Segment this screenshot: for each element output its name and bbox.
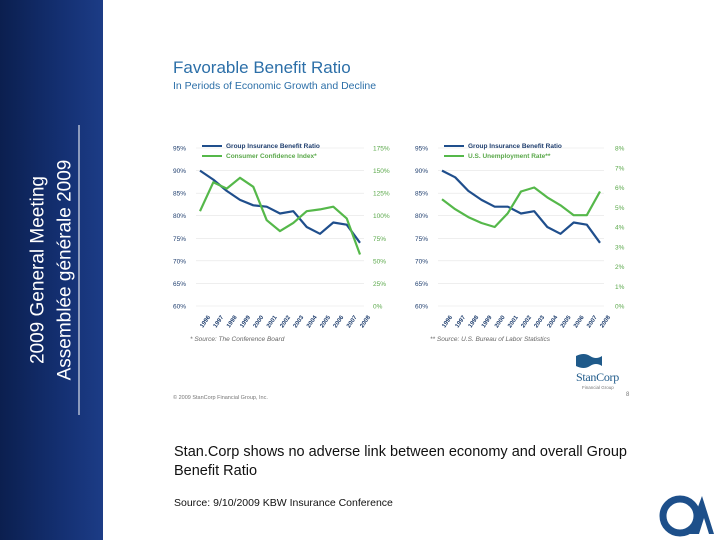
right-tick-label: 100% (373, 213, 390, 220)
legend-label: Group Insurance Benefit Ratio (226, 143, 320, 150)
right-tick-label: 7% (615, 165, 625, 172)
flag-icon (576, 354, 602, 368)
right-tick-label: 1% (615, 284, 625, 291)
series-line-benefit-ratio (199, 169, 361, 244)
x-tick-label: 1997 (455, 314, 468, 329)
logo-subtext: Financial Group (582, 385, 614, 390)
right-tick-label: 8% (615, 146, 625, 153)
left-tick-label: 75% (173, 236, 186, 243)
x-tick-label: 2008 (599, 314, 612, 329)
x-tick-label: 2001 (266, 314, 279, 329)
x-tick-label: 2000 (253, 314, 266, 329)
right-tick-label: 150% (373, 168, 390, 175)
legend-label: Group Insurance Benefit Ratio (468, 143, 562, 150)
right-tick-label: 0% (615, 304, 625, 311)
x-tick-label: 2006 (333, 314, 346, 329)
right-tick-label: 6% (615, 185, 625, 192)
stancorp-logo: StanCorp Financial Group (570, 352, 632, 392)
right-tick-label: 25% (373, 281, 386, 288)
right-tick-label: 4% (615, 225, 625, 232)
x-tick-label: 2005 (560, 314, 573, 329)
left-tick-label: 70% (415, 258, 428, 265)
x-tick-label: 1996 (199, 314, 212, 329)
embedded-page-number: 8 (626, 392, 630, 398)
right-tick-label: 3% (615, 244, 625, 251)
left-tick-label: 95% (173, 146, 186, 153)
copyright: © 2009 StanCorp Financial Group, Inc. (173, 395, 268, 401)
x-tick-label: 2003 (534, 314, 547, 329)
x-tick-label: 2001 (507, 314, 520, 329)
x-tick-label: 2000 (494, 314, 507, 329)
left-tick-label: 90% (415, 168, 428, 175)
legend-label: U.S. Unemployment Rate** (468, 153, 551, 160)
meeting-title: 2009 General Meeting Assemblée générale … (24, 125, 79, 415)
x-tick-label: 2006 (573, 314, 586, 329)
x-tick-label: 1997 (213, 314, 226, 329)
x-tick-label: 2008 (359, 314, 372, 329)
right-tick-label: 175% (373, 146, 390, 153)
logo-text: StanCorp (576, 370, 619, 384)
x-tick-label: 2005 (319, 314, 332, 329)
right-tick-label: 75% (373, 236, 386, 243)
x-tick-label: 1998 (226, 314, 239, 329)
x-tick-label: 2002 (279, 314, 292, 329)
left-tick-label: 80% (415, 213, 428, 220)
source-note: Source: 9/10/2009 KBW Insurance Conferen… (174, 497, 393, 509)
x-tick-label: 2004 (306, 314, 319, 329)
x-tick-label: 2003 (293, 314, 306, 329)
left-tick-label: 85% (173, 191, 186, 198)
left-tick-label: 75% (415, 236, 428, 243)
x-tick-label: 2004 (547, 314, 560, 329)
slide-title: Favorable Benefit Ratio (173, 58, 351, 77)
x-tick-label: 1999 (239, 314, 252, 329)
left-tick-label: 70% (173, 258, 186, 265)
left-tick-label: 65% (415, 281, 428, 288)
x-tick-label: 1996 (441, 314, 454, 329)
left-tick-label: 60% (415, 304, 428, 311)
legend-label: Consumer Confidence Index* (226, 153, 317, 160)
chart-1-footnote: * Source: The Conference Board (190, 336, 285, 343)
right-tick-label: 2% (615, 264, 625, 271)
left-tick-label: 95% (415, 146, 428, 153)
left-tick-label: 90% (173, 168, 186, 175)
statement: Stan.Corp shows no adverse link between … (174, 444, 627, 479)
right-tick-label: 5% (615, 205, 625, 212)
series-line-benefit-ratio (441, 169, 601, 244)
series-line-indicator (199, 176, 362, 255)
meeting-title-fr: Assemblée générale 2009 (51, 125, 79, 415)
left-tick-label: 60% (173, 304, 186, 311)
left-tick-label: 65% (173, 281, 186, 288)
x-tick-label: 2007 (346, 314, 359, 329)
x-tick-label: 2002 (520, 314, 533, 329)
left-tick-label: 85% (415, 191, 428, 198)
chart-2-footnote: ** Source: U.S. Bureau of Labor Statisti… (430, 336, 550, 343)
charts-area: 60% 65% 70% 75% 80% 85% 90% 95% 0% 25% 50% 75% 100% 1… (173, 143, 625, 329)
sidebar: 2009 General Meeting Assemblée générale … (0, 0, 103, 540)
meeting-title-en: 2009 General Meeting (27, 176, 48, 365)
right-tick-label: 50% (373, 258, 386, 265)
right-tick-label: 0% (373, 304, 383, 311)
corner-logo-icon (659, 495, 714, 537)
right-tick-label: 125% (373, 191, 390, 198)
series-line-indicator (441, 186, 601, 229)
x-tick-label: 2007 (586, 314, 599, 329)
x-tick-label: 1999 (481, 314, 494, 329)
left-tick-label: 80% (173, 213, 186, 220)
slide-subtitle: In Periods of Economic Growth and Declin… (173, 80, 377, 92)
x-tick-label: 1998 (468, 314, 481, 329)
